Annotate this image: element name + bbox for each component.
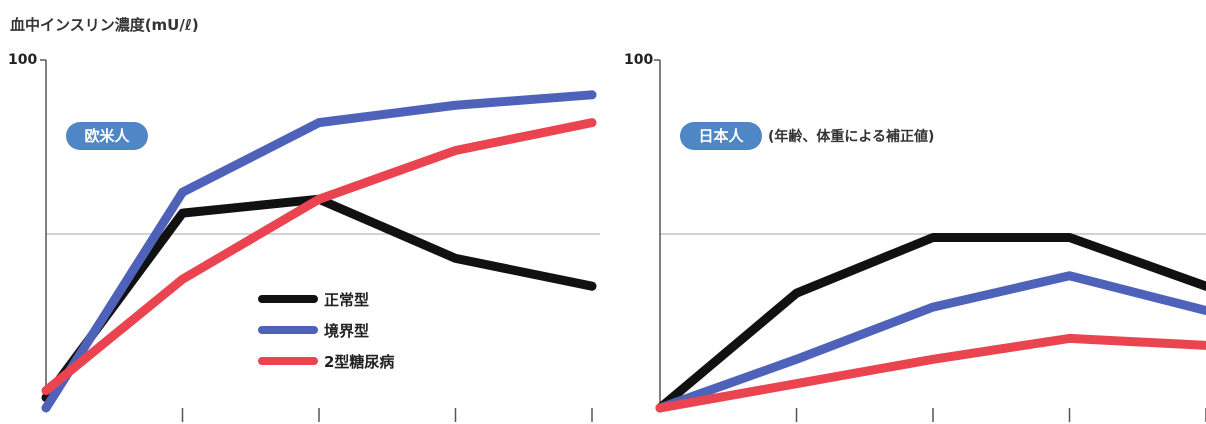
series-line-borderline <box>41 90 597 413</box>
series-line-borderline <box>655 271 1206 413</box>
y-axis-label: 血中インスリン濃度(mU/ℓ) <box>10 16 199 34</box>
japanese-panel: 100 日本人 (年齢、体重による補正値) <box>624 52 1206 422</box>
correction-note: (年齢、体重による補正値) <box>768 128 934 145</box>
series-line-normal <box>655 232 1206 413</box>
legend-label: 正常型 <box>324 291 369 309</box>
badge-pill <box>66 122 148 150</box>
series-line-normal <box>41 194 597 403</box>
western-badge: 欧米人 <box>66 122 148 150</box>
badge-pill <box>680 122 762 150</box>
legend-label: 2型糖尿病 <box>324 353 394 371</box>
y-max-tick-label: 100 <box>624 52 653 68</box>
badge-label: 欧米人 <box>84 127 130 145</box>
japanese-badge: 日本人 <box>680 122 762 150</box>
legend-label: 境界型 <box>324 322 369 340</box>
western-panel: 100 欧米人 <box>8 52 600 422</box>
y-max-tick-label: 100 <box>8 52 37 68</box>
series-line-diabetes <box>41 118 597 396</box>
series-line-diabetes <box>655 333 1206 413</box>
badge-label: 日本人 <box>698 127 744 145</box>
